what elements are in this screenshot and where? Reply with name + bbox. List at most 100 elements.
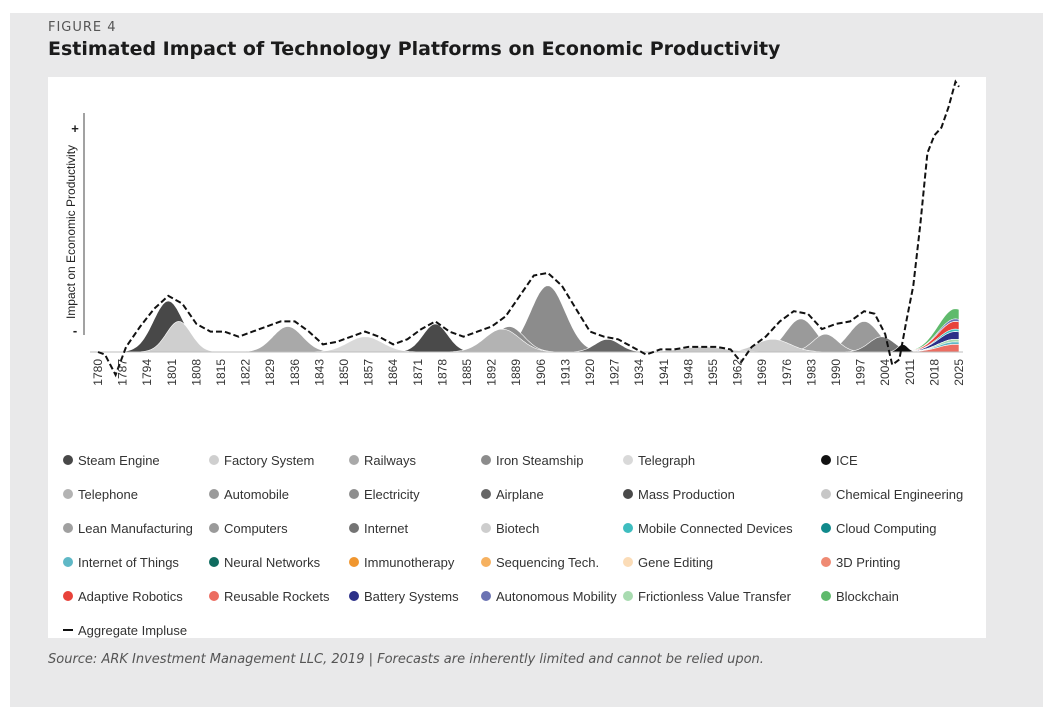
- legend-item: Sequencing Tech.: [481, 553, 599, 571]
- legend-swatch: [481, 591, 491, 601]
- y-axis-plus: +: [71, 121, 79, 136]
- legend-label: Cloud Computing: [836, 520, 937, 536]
- legend-label: Sequencing Tech.: [496, 554, 600, 570]
- legend-label: Neural Networks: [224, 554, 321, 570]
- legend-item: Telegraph: [623, 451, 695, 469]
- legend-label: Blockchain: [836, 588, 899, 604]
- legend-item: ICE: [821, 451, 858, 469]
- legend-label: Automobile: [224, 486, 290, 502]
- x-tick-label: 1808: [189, 359, 203, 386]
- legend-item: Reusable Rockets: [209, 587, 330, 605]
- legend-swatch: [63, 455, 73, 465]
- legend-item: Iron Steamship: [481, 451, 583, 469]
- legend-item: Mobile Connected Devices: [623, 519, 793, 537]
- legend-swatch: [63, 557, 73, 567]
- legend-label: Mass Production: [638, 486, 735, 502]
- x-tick-label: 1892: [485, 359, 499, 386]
- area-railways: [224, 326, 351, 353]
- x-tick-label: 1864: [386, 359, 400, 386]
- legend-item: Autonomous Mobility: [481, 587, 617, 605]
- legend-item: Telephone: [63, 485, 138, 503]
- x-tick-label: 1780: [91, 359, 105, 386]
- legend-item: Factory System: [209, 451, 314, 469]
- area-chart: 1780 1787 1794 1801 1808 1815 1822 1829 1836 1843…: [64, 79, 966, 386]
- legend-swatch: [821, 557, 831, 567]
- x-tick-label: 1990: [829, 359, 843, 386]
- legend-swatch: [821, 455, 831, 465]
- legend-label: Telegraph: [638, 452, 696, 468]
- x-tick-label: 1878: [435, 359, 449, 386]
- legend-swatch: [623, 455, 633, 465]
- legend-item: Battery Systems: [349, 587, 459, 605]
- legend-swatch: [623, 489, 633, 499]
- x-tick-label: 1829: [263, 359, 277, 386]
- x-tick-label: 2025: [952, 359, 966, 386]
- legend-item: Blockchain: [821, 587, 899, 605]
- legend-label: Airplane: [496, 486, 544, 502]
- x-tick-label: 2011: [903, 359, 917, 385]
- aggregate-impulse-line: [97, 79, 960, 378]
- legend-label: Immunotherapy: [364, 554, 455, 570]
- x-tick-label: 1927: [608, 359, 622, 386]
- x-tick-label: 1948: [681, 359, 695, 386]
- x-tick-label: 1815: [214, 359, 228, 386]
- legend-swatch: [821, 523, 831, 533]
- legend-swatch: [209, 591, 219, 601]
- x-tick-label: 1801: [165, 359, 179, 386]
- legend-label: Autonomous Mobility: [496, 588, 617, 604]
- x-tick-label: 1997: [854, 359, 868, 386]
- legend-swatch: [623, 591, 633, 601]
- legend-swatch-dashed: [63, 629, 73, 631]
- x-tick-label: 1941: [657, 359, 671, 386]
- x-tick-label: 1822: [239, 359, 253, 386]
- x-tick-label: 1871: [411, 359, 425, 386]
- legend-label: Internet of Things: [78, 554, 179, 570]
- legend-item: Internet of Things: [63, 553, 179, 571]
- x-tick-label: 1976: [780, 359, 794, 386]
- legend-label: ICE: [836, 452, 858, 468]
- legend-swatch: [63, 523, 73, 533]
- legend-swatch: [349, 489, 359, 499]
- legend-item: Mass Production: [623, 485, 735, 503]
- legend-swatch: [209, 455, 219, 465]
- legend-item: Gene Editing: [623, 553, 713, 571]
- x-tick-label: 1983: [804, 359, 818, 386]
- legend-label: Biotech: [496, 520, 540, 536]
- x-tick-label: 1850: [337, 359, 351, 386]
- y-axis-minus: -: [73, 323, 77, 338]
- legend-item: Computers: [209, 519, 288, 537]
- legend-item: 3D Printing: [821, 553, 900, 571]
- legend-label: Battery Systems: [364, 588, 459, 604]
- legend-label: Computers: [224, 520, 288, 536]
- legend-label: Reusable Rockets: [224, 588, 330, 604]
- legend-label: Electricity: [364, 486, 420, 502]
- legend-item: Chemical Engineering: [821, 485, 963, 503]
- legend-label: Railways: [364, 452, 417, 468]
- legend-label: Internet: [364, 520, 409, 536]
- legend-swatch: [209, 557, 219, 567]
- legend-item: Cloud Computing: [821, 519, 936, 537]
- legend-item: Internet: [349, 519, 408, 537]
- legend-swatch: [349, 591, 359, 601]
- legend-item: Airplane: [481, 485, 544, 503]
- legend-label: Adaptive Robotics: [78, 588, 183, 604]
- legend-swatch: [821, 489, 831, 499]
- figure-title: Estimated Impact of Technology Platforms…: [48, 38, 781, 60]
- x-tick-label: 1885: [460, 359, 474, 386]
- legend-swatch: [63, 591, 73, 601]
- legend-item: Automobile: [209, 485, 289, 503]
- legend-swatch: [821, 591, 831, 601]
- legend-label: Telephone: [78, 486, 138, 502]
- source-note: Source: ARK Investment Management LLC, 2…: [48, 652, 764, 667]
- legend-item: Steam Engine: [63, 451, 160, 469]
- x-tick-label: 1843: [312, 359, 326, 386]
- legend-label: Mobile Connected Devices: [638, 520, 793, 536]
- x-tick-label: 2004: [878, 359, 892, 386]
- legend-label: Chemical Engineering: [836, 486, 964, 502]
- legend-item: Railways: [349, 451, 416, 469]
- legend-swatch: [623, 523, 633, 533]
- legend-item: Biotech: [481, 519, 539, 537]
- y-axis-label: Impact on Economic Productivity: [64, 145, 78, 319]
- legend-swatch: [349, 455, 359, 465]
- x-tick-label: 1955: [706, 359, 720, 386]
